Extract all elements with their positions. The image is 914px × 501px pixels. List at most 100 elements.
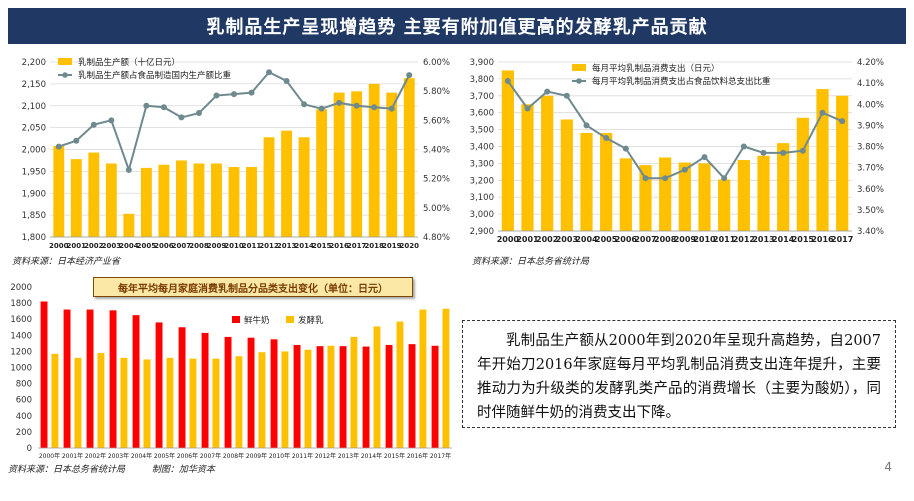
chart2-line-point bbox=[642, 175, 649, 182]
chart1-bar bbox=[193, 163, 205, 237]
chart-dairy-consumption: 2,900 3,000 3,100 3,200 3,300 3,400 3,500 3,600… bbox=[470, 58, 884, 244]
chart1-line-point bbox=[231, 91, 237, 98]
chart3-x-tick-label: 2000年 bbox=[39, 452, 60, 460]
chart1-bar bbox=[316, 109, 328, 237]
chart2-line-point bbox=[544, 88, 551, 95]
summary-box: 乳制品生产额从2000年到2020年呈现升高趋势，自2007年开始刀2016年家… bbox=[462, 320, 896, 428]
chart3-x-tick-label: 2004年 bbox=[131, 452, 152, 460]
chart2-right-tick-label: 3.90% bbox=[857, 121, 884, 131]
chart3-x-tick-label: 2011年 bbox=[292, 452, 313, 460]
chart3-bar-fresh-milk bbox=[339, 346, 347, 448]
chart3-legend-fermented-label: 发酵乳 bbox=[298, 315, 324, 326]
chart2-line-point bbox=[524, 105, 531, 112]
chart1-line-point bbox=[213, 92, 220, 99]
chart2-x-tick-label: 2015 bbox=[792, 235, 815, 244]
chart3-bar-fermented-milk bbox=[304, 349, 312, 448]
chart3-y-tick-label: 1000 bbox=[10, 364, 32, 374]
chart1-line-point bbox=[125, 166, 132, 173]
chart2-legend-line-label: 每月平均乳制品消费支出占食品饮料总支出比重 bbox=[592, 76, 771, 87]
chart1-line-point bbox=[90, 121, 97, 128]
chart2-bar bbox=[718, 179, 731, 231]
chart3-x-tick-label: 2006年 bbox=[177, 452, 198, 460]
chart1-left-tick-label: 1,800 bbox=[22, 233, 46, 243]
chart2-left-tick-label: 3,600 bbox=[470, 109, 494, 119]
chart1-right-tick-label: 5.60% bbox=[423, 116, 450, 126]
chart2-bar bbox=[501, 70, 514, 231]
chart2-bar bbox=[678, 162, 691, 231]
chart3-x-tick-label: 2009年 bbox=[246, 452, 267, 460]
chart1-line-point bbox=[371, 104, 378, 111]
chart2-line-point bbox=[504, 78, 511, 85]
chart1-x-tick-label: 2018 bbox=[364, 242, 384, 250]
chart3-bar-fermented-milk bbox=[281, 351, 289, 448]
chart1-left-tick-label: 2,150 bbox=[22, 80, 46, 90]
chart2-line-point bbox=[662, 175, 669, 182]
chart2-x-tick-label: 2016 bbox=[811, 235, 834, 244]
chart1-line-point bbox=[406, 72, 413, 79]
chart2-line-point bbox=[839, 118, 846, 125]
chart1-line-point bbox=[266, 69, 273, 76]
chart1-left-tick-label: 2,200 bbox=[22, 58, 46, 68]
chart2-x-tick-label: 2004 bbox=[575, 235, 598, 244]
chart2-left-tick-label: 3,800 bbox=[470, 75, 494, 85]
chart2-legend-bar-swatch bbox=[572, 64, 586, 71]
chart2-line-point bbox=[622, 145, 629, 152]
chart2-bar bbox=[777, 143, 790, 231]
chart1-right-tick-label: 4.80% bbox=[423, 233, 450, 243]
chart1-x-tick-label: 2013 bbox=[277, 242, 297, 250]
chart2-x-tick-label: 2002 bbox=[536, 235, 558, 244]
chart3-y-tick-label: 200 bbox=[16, 428, 32, 438]
chart1-x-tick-label: 2014 bbox=[294, 242, 314, 250]
chart1-bar bbox=[298, 137, 310, 237]
chart1-x-tick-label: 2007 bbox=[172, 242, 192, 250]
chart1-x-tick-label: 2000 bbox=[49, 242, 69, 250]
chart1-bar bbox=[281, 130, 293, 237]
chart1-x-tick-label: 2010 bbox=[224, 242, 244, 250]
chart2-line-point bbox=[563, 92, 570, 99]
chart3-x-tick-label: 2016年 bbox=[407, 452, 428, 460]
chart2-right-tick-label: 3.70% bbox=[857, 164, 884, 174]
chart2-line-point bbox=[760, 149, 767, 156]
chart2-x-tick-label: 2003 bbox=[556, 235, 578, 244]
chart2-legend-bar-label: 每月平均乳制品消费支出（日元） bbox=[592, 63, 720, 74]
chart2-bar bbox=[816, 89, 829, 231]
chart-dairy-production: 1,800 1,850 1,900 1,950 2,000 2,050 2,100 2,150… bbox=[22, 57, 450, 250]
chart3-bar-fermented-milk bbox=[51, 353, 59, 448]
chart2-left-tick-label: 2,900 bbox=[470, 227, 494, 237]
chart2-x-tick-label: 2013 bbox=[752, 235, 774, 244]
chart1-x-tick-label: 2009 bbox=[207, 242, 227, 250]
chart2-left-tick-label: 3,500 bbox=[470, 126, 494, 136]
chart3-y-tick-label: 400 bbox=[16, 412, 32, 422]
chart3-bar-fermented-milk bbox=[166, 357, 174, 448]
chart2-right-tick-label: 3.80% bbox=[857, 143, 884, 153]
chart2-right-tick-label: 4.10% bbox=[857, 79, 884, 89]
chart3-bar-fresh-milk bbox=[362, 346, 370, 448]
chart1-bar bbox=[368, 83, 380, 237]
chart1-bar bbox=[333, 92, 345, 237]
chart2-bar bbox=[521, 104, 534, 231]
chart1-x-tick-label: 2011 bbox=[242, 242, 262, 250]
chart1-x-tick-label: 2019 bbox=[382, 242, 402, 250]
chart1-line-point bbox=[55, 143, 62, 150]
chart2-right-tick-label: 4.20% bbox=[857, 58, 884, 68]
chart3-x-tick-label: 2007年 bbox=[200, 452, 221, 460]
chart2-bar bbox=[757, 155, 770, 231]
chart3-x-tick-label: 2017年 bbox=[430, 452, 451, 460]
chart1-legend-line-marker bbox=[62, 72, 68, 78]
chart2-x-tick-label: 2005 bbox=[595, 235, 618, 244]
chart3-bar-fermented-milk bbox=[442, 308, 450, 448]
chart2-left-tick-label: 3,300 bbox=[470, 159, 494, 169]
chart1-line-point bbox=[283, 77, 290, 84]
chart1-line-point bbox=[353, 102, 360, 109]
chart2-line-point bbox=[780, 149, 787, 156]
chart2-x-tick-label: 2009 bbox=[674, 235, 697, 244]
chart2-bar bbox=[541, 95, 554, 231]
chart3-x-tick-label: 2010年 bbox=[269, 452, 290, 460]
chart2-line-point bbox=[721, 175, 728, 182]
chart2-bar bbox=[698, 163, 711, 231]
chart1-x-tick-label: 2015 bbox=[312, 242, 332, 250]
chart3-x-tick-label: 2012年 bbox=[315, 452, 336, 460]
chart2-line-point bbox=[819, 109, 826, 116]
chart1-bar bbox=[175, 160, 187, 237]
chart3-source-text: 资料来源：日本总务省统计局 bbox=[8, 465, 126, 475]
